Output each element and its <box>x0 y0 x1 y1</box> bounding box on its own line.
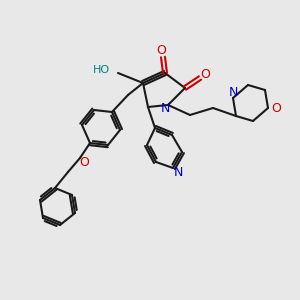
Text: N: N <box>173 166 183 178</box>
Text: N: N <box>228 86 238 100</box>
Text: O: O <box>200 68 210 80</box>
Text: O: O <box>79 155 89 169</box>
Text: N: N <box>160 103 170 116</box>
Text: HO: HO <box>93 65 110 75</box>
Text: O: O <box>271 101 281 115</box>
Text: O: O <box>156 44 166 58</box>
